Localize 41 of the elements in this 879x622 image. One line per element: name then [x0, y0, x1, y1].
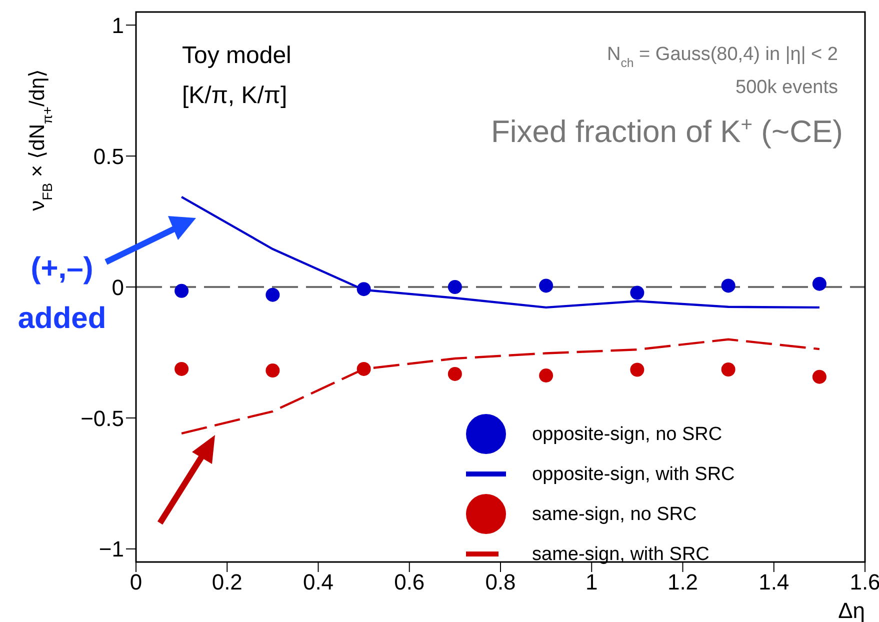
x-tick-label: 0.2 [212, 570, 242, 595]
legend-label: same-sign, with SRC [532, 544, 710, 564]
x-tick-label: 0.8 [485, 570, 516, 595]
point [539, 368, 554, 383]
point [630, 286, 644, 300]
y-tick-label: 0.5 [93, 144, 124, 169]
y-tick-label: 0 [112, 274, 124, 300]
line-series [180, 196, 821, 309]
x-tick-label: 0.4 [302, 570, 334, 595]
annotation: N$_{ch}$ = Gauss(80,4) in |η| < 2 [607, 44, 838, 70]
point [812, 276, 826, 291]
x-tick-label: 0 [130, 570, 142, 595]
point [448, 366, 462, 381]
x-tick-label: 1 [586, 570, 598, 595]
annotation: Fixed fraction of K$^{+}$ (~CE) [490, 114, 843, 149]
y-tick-label: −0.5 [80, 406, 124, 431]
point [174, 362, 189, 376]
y-tick-label: −1 [98, 536, 124, 562]
legend-label: opposite-sign, with SRC [532, 464, 735, 484]
point [448, 280, 462, 294]
annotation: Toy model [182, 42, 292, 69]
point [266, 288, 280, 302]
point [721, 278, 736, 293]
legend-label: opposite-sign, no SRC [532, 424, 722, 444]
point [174, 284, 189, 298]
legend-label: same-sign, no SRC [532, 504, 697, 524]
point [630, 362, 644, 377]
annotation: [K/π, K/π] [182, 82, 288, 109]
point [812, 370, 826, 384]
y-tick-label: 1 [112, 12, 124, 38]
text: (+,–) added [18, 252, 106, 335]
annotation: 500k events [736, 77, 838, 98]
x-tick-label: 1.6 [850, 570, 879, 595]
point [266, 364, 280, 378]
x-tick-label: 0.6 [394, 570, 425, 595]
point [356, 282, 371, 296]
point [539, 278, 554, 293]
x-tick-label: 1.2 [667, 570, 698, 595]
x-tick-label: 1.4 [758, 570, 790, 595]
point [356, 362, 371, 376]
point [721, 362, 736, 376]
